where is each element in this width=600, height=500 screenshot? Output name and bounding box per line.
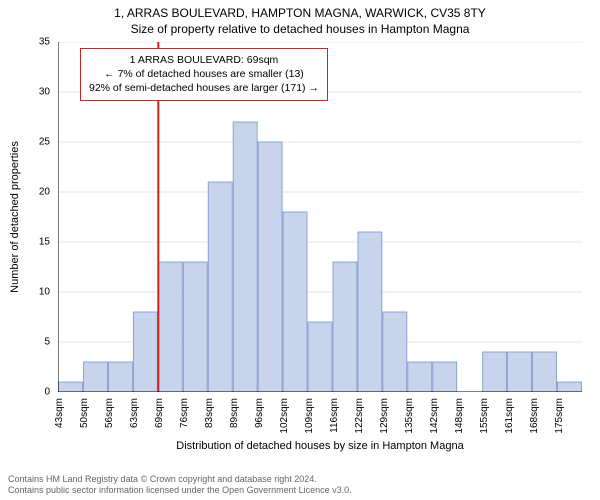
x-tick-label: 142sqm: [429, 398, 440, 434]
bar: [258, 142, 282, 392]
x-tick-label: 148sqm: [454, 398, 465, 434]
bar: [108, 362, 132, 392]
footer-line1: Contains HM Land Registry data © Crown c…: [8, 474, 352, 485]
y-tick-label: 5: [44, 337, 50, 348]
bar: [533, 352, 557, 392]
bar: [283, 212, 307, 392]
bar: [333, 262, 357, 392]
bar: [208, 182, 232, 392]
y-tick-label: 30: [39, 87, 50, 98]
x-tick-label: 56sqm: [104, 398, 115, 428]
annotation-line1: 1 ARRAS BOULEVARD: 69sqm: [89, 53, 319, 67]
x-tick-label: 43sqm: [54, 398, 65, 428]
annotation-box: 1 ARRAS BOULEVARD: 69sqm ← 7% of detache…: [80, 48, 328, 101]
x-tick-label: 161sqm: [504, 398, 515, 434]
bar: [233, 122, 257, 392]
y-tick-label: 35: [39, 37, 50, 48]
x-axis-label: Distribution of detached houses by size …: [58, 440, 582, 452]
bar: [383, 312, 407, 392]
bar: [558, 382, 582, 392]
x-tick-label: 83sqm: [204, 398, 215, 428]
chart-plot-area: 1 ARRAS BOULEVARD: 69sqm ← 7% of detache…: [58, 42, 582, 392]
bar: [483, 352, 507, 392]
y-tick-label: 25: [39, 137, 50, 148]
bar: [59, 382, 83, 392]
chart-title-line1: 1, ARRAS BOULEVARD, HAMPTON MAGNA, WARWI…: [0, 6, 600, 20]
y-axis-ticks: 05101520253035: [28, 42, 54, 392]
bar: [433, 362, 457, 392]
x-tick-label: 76sqm: [179, 398, 190, 428]
x-tick-label: 135sqm: [404, 398, 415, 434]
y-tick-label: 0: [44, 387, 50, 398]
chart-title-line2: Size of property relative to detached ho…: [0, 22, 600, 36]
x-tick-label: 116sqm: [329, 398, 340, 433]
x-tick-label: 69sqm: [154, 398, 165, 428]
bar: [358, 232, 382, 392]
x-tick-label: 102sqm: [279, 398, 290, 434]
x-tick-label: 50sqm: [79, 398, 90, 428]
x-tick-label: 129sqm: [379, 398, 390, 434]
bar: [133, 312, 157, 392]
x-tick-label: 109sqm: [304, 398, 315, 434]
annotation-line3: 92% of semi-detached houses are larger (…: [89, 81, 319, 95]
bar: [158, 262, 182, 392]
x-tick-label: 63sqm: [129, 398, 140, 428]
x-tick-label: 168sqm: [529, 398, 540, 434]
y-tick-label: 20: [39, 187, 50, 198]
bar: [183, 262, 207, 392]
x-tick-label: 122sqm: [354, 398, 365, 434]
y-tick-label: 10: [39, 287, 50, 298]
footer-line2: Contains public sector information licen…: [8, 485, 352, 496]
y-axis-label: Number of detached properties: [8, 42, 22, 392]
x-tick-label: 96sqm: [254, 398, 265, 428]
y-axis-label-text: Number of detached properties: [9, 141, 21, 293]
annotation-line2: ← 7% of detached houses are smaller (13): [89, 67, 319, 81]
bar: [508, 352, 532, 392]
x-tick-label: 89sqm: [229, 398, 240, 428]
x-tick-label: 175sqm: [554, 398, 565, 434]
y-tick-label: 15: [39, 237, 50, 248]
bar: [408, 362, 432, 392]
bar: [308, 322, 332, 392]
x-tick-label: 155sqm: [479, 398, 490, 434]
bars-group: [59, 122, 582, 392]
footer-attribution: Contains HM Land Registry data © Crown c…: [8, 474, 352, 497]
bar: [83, 362, 107, 392]
x-axis-ticks: 43sqm50sqm56sqm63sqm69sqm76sqm83sqm89sqm…: [58, 396, 582, 440]
